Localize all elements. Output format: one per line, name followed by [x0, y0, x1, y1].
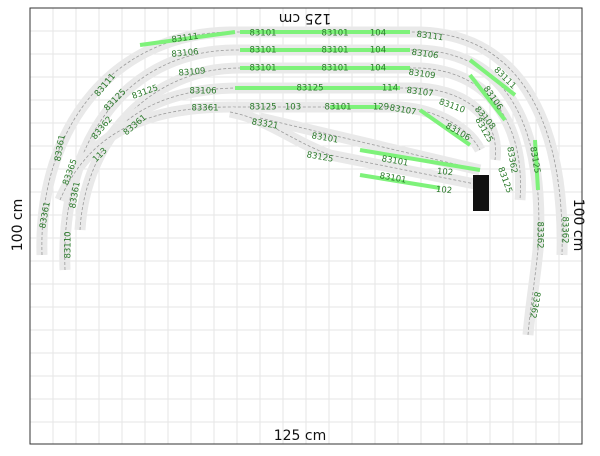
track-label: 104 — [370, 64, 386, 74]
track-label: 83362 — [535, 221, 545, 248]
track-label: 83101 — [379, 171, 407, 186]
tracks — [36, 26, 568, 336]
track-label: 83101 — [324, 103, 351, 113]
track-label: 83101 — [321, 46, 348, 56]
track-label: 83361 — [38, 201, 53, 229]
track-label: 83101 — [311, 131, 339, 146]
track-label: 103 — [285, 103, 301, 113]
dimension-bottom: 125 cm — [274, 428, 327, 444]
track-label: 102 — [436, 167, 453, 178]
track-label: 83101 — [249, 29, 276, 39]
track-label: 83362 — [560, 216, 570, 243]
board-border — [29, 7, 583, 445]
track-label: 83106 — [411, 48, 439, 62]
track-label: 83106 — [171, 47, 199, 60]
track-label: 114 — [382, 84, 398, 94]
track-label: 83109 — [178, 66, 206, 78]
track-label: 83361 — [68, 181, 83, 209]
track-label: 104 — [370, 29, 386, 39]
track-label: 83101 — [321, 29, 348, 39]
track-label: 83107 — [406, 86, 434, 100]
track-label: 83107 — [389, 103, 417, 118]
track-label: 83125 — [306, 150, 334, 165]
track-label: 83321 — [251, 117, 279, 132]
track-label: 83110 — [64, 231, 74, 258]
track-label: 104 — [370, 46, 386, 56]
track-label: 83106 — [189, 87, 216, 97]
track-label: 83362 — [504, 146, 519, 174]
track-label: 83361 — [191, 104, 218, 114]
track-label: 102 — [435, 185, 452, 196]
dimension-top: 125 cm — [279, 10, 332, 26]
track-label: 83111 — [416, 30, 444, 44]
track-label: 83101 — [249, 64, 276, 74]
buffer-stop — [473, 175, 489, 211]
dimension-right: 100 cm — [570, 199, 586, 252]
track-label: 83111 — [171, 32, 199, 46]
dimension-left: 100 cm — [10, 199, 26, 252]
track-label: 83125 — [249, 103, 276, 113]
track-label: 83101 — [249, 46, 276, 56]
track-label: 83109 — [408, 68, 436, 82]
track-label: 83101 — [381, 154, 409, 169]
track-label: 83362 — [527, 291, 542, 319]
track-label: 83361 — [53, 134, 68, 162]
track-label: 83101 — [321, 64, 348, 74]
track-label: 129 — [373, 103, 389, 113]
track-label: 83125 — [527, 146, 542, 174]
track-label: 83125 — [296, 84, 323, 94]
